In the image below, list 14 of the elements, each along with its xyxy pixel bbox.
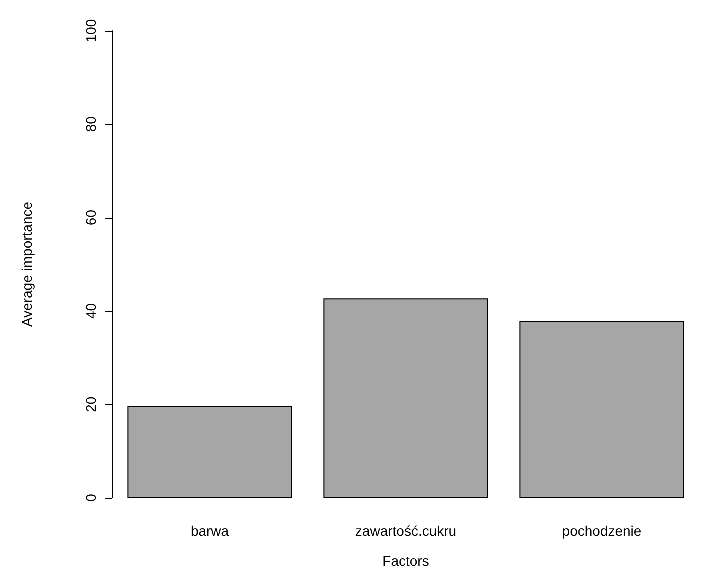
bar — [520, 321, 684, 498]
x-tick-label: barwa — [190, 523, 230, 539]
bar — [128, 406, 292, 498]
x-axis-title: Factors — [382, 553, 430, 569]
y-tick-label: 0 — [83, 494, 99, 502]
bar — [324, 298, 488, 498]
y-axis-title: Average importance — [19, 202, 35, 328]
y-tick-label: 20 — [83, 396, 99, 412]
y-tick-label: 60 — [83, 210, 99, 226]
y-tick-label: 100 — [83, 19, 99, 43]
x-tick-label: zawartość.cukru — [355, 523, 457, 539]
x-tick-label: pochodzenie — [562, 523, 642, 539]
y-tick-label: 40 — [83, 303, 99, 319]
y-tick-label: 80 — [83, 116, 99, 132]
